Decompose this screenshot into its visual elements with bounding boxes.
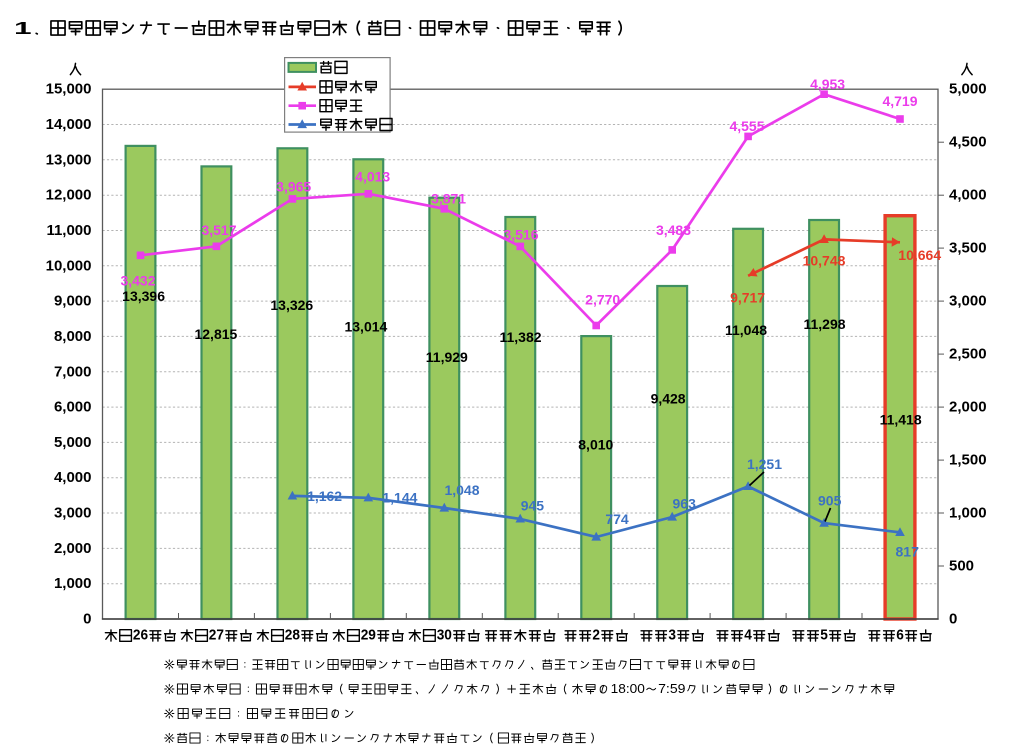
svg-text:10,664: 10,664: [898, 247, 941, 263]
svg-text:11,298: 11,298: [803, 316, 845, 332]
svg-text:7:59: 7:59: [658, 682, 685, 696]
svg-text:3,432: 3,432: [120, 273, 155, 289]
svg-text:13,326: 13,326: [270, 297, 313, 313]
svg-text:11,418: 11,418: [880, 411, 922, 427]
svg-text:3,500: 3,500: [949, 240, 987, 257]
svg-text:4,000: 4,000: [54, 469, 92, 486]
svg-text:9,000: 9,000: [54, 293, 92, 310]
svg-text:9,717: 9,717: [730, 290, 765, 306]
svg-text:30: 30: [437, 628, 452, 644]
svg-text:5,000: 5,000: [949, 81, 987, 98]
svg-text:13,396: 13,396: [122, 288, 165, 304]
svg-text:4,013: 4,013: [355, 168, 390, 184]
svg-text:13,000: 13,000: [46, 151, 92, 168]
svg-text:1,500: 1,500: [949, 452, 987, 469]
svg-text:3,871: 3,871: [431, 191, 466, 207]
svg-text:4,000: 4,000: [949, 187, 987, 204]
svg-text:2,000: 2,000: [54, 540, 92, 557]
svg-text:12,000: 12,000: [46, 187, 92, 204]
svg-text:3,000: 3,000: [54, 505, 92, 522]
svg-text:11,000: 11,000: [46, 222, 91, 239]
svg-text:3,517: 3,517: [201, 222, 236, 238]
svg-text:8,010: 8,010: [578, 436, 613, 452]
svg-text:1,048: 1,048: [444, 482, 479, 498]
svg-text:15,000: 15,000: [46, 81, 92, 98]
svg-text:4,719: 4,719: [882, 93, 917, 109]
svg-text:29: 29: [361, 628, 376, 644]
svg-text:10,000: 10,000: [46, 257, 92, 274]
svg-text:10,748: 10,748: [803, 253, 846, 269]
svg-text:0: 0: [949, 611, 957, 628]
svg-text:13,014: 13,014: [344, 319, 387, 335]
svg-text:2,500: 2,500: [949, 346, 987, 363]
svg-text:3: 3: [668, 628, 676, 644]
svg-text:817: 817: [896, 544, 920, 560]
svg-text:3,516: 3,516: [503, 226, 538, 242]
svg-text:905: 905: [818, 493, 842, 509]
svg-text:3,483: 3,483: [656, 222, 691, 238]
svg-text:500: 500: [949, 558, 974, 575]
svg-text:27: 27: [209, 628, 224, 644]
svg-text:3,965: 3,965: [276, 178, 311, 194]
svg-text:7,000: 7,000: [54, 363, 92, 380]
svg-text:2,000: 2,000: [949, 399, 987, 416]
svg-text:6: 6: [896, 628, 904, 644]
svg-text:1,000: 1,000: [54, 575, 92, 592]
svg-text:1,144: 1,144: [382, 490, 417, 506]
svg-text:5: 5: [820, 628, 828, 644]
svg-text:28: 28: [285, 628, 300, 644]
svg-text:1,162: 1,162: [307, 488, 342, 504]
svg-text:5,000: 5,000: [54, 434, 92, 451]
svg-text:1,251: 1,251: [747, 456, 782, 472]
svg-text:774: 774: [605, 511, 629, 527]
svg-text:11,382: 11,382: [499, 329, 541, 345]
svg-text:2: 2: [592, 628, 600, 644]
svg-text:3,000: 3,000: [949, 293, 987, 310]
svg-text:26: 26: [133, 628, 148, 644]
svg-text:11,048: 11,048: [725, 322, 767, 338]
svg-text:0: 0: [83, 611, 91, 628]
svg-text:4,555: 4,555: [729, 118, 764, 134]
svg-text:18:00: 18:00: [611, 682, 645, 696]
svg-text:8,000: 8,000: [54, 328, 92, 345]
svg-text:1: 1: [14, 18, 32, 38]
svg-text:4,953: 4,953: [810, 76, 845, 92]
svg-text:1,000: 1,000: [949, 505, 987, 522]
svg-text:963: 963: [673, 495, 697, 511]
svg-text:2,770: 2,770: [585, 292, 620, 308]
svg-text:12,815: 12,815: [194, 326, 237, 342]
svg-text:945: 945: [521, 498, 545, 514]
svg-text:4: 4: [744, 628, 752, 644]
svg-text:14,000: 14,000: [46, 116, 92, 133]
svg-text:6,000: 6,000: [54, 399, 92, 416]
svg-text:4,500: 4,500: [949, 134, 987, 151]
svg-text:11,929: 11,929: [426, 349, 468, 365]
svg-text:9,428: 9,428: [651, 391, 686, 407]
